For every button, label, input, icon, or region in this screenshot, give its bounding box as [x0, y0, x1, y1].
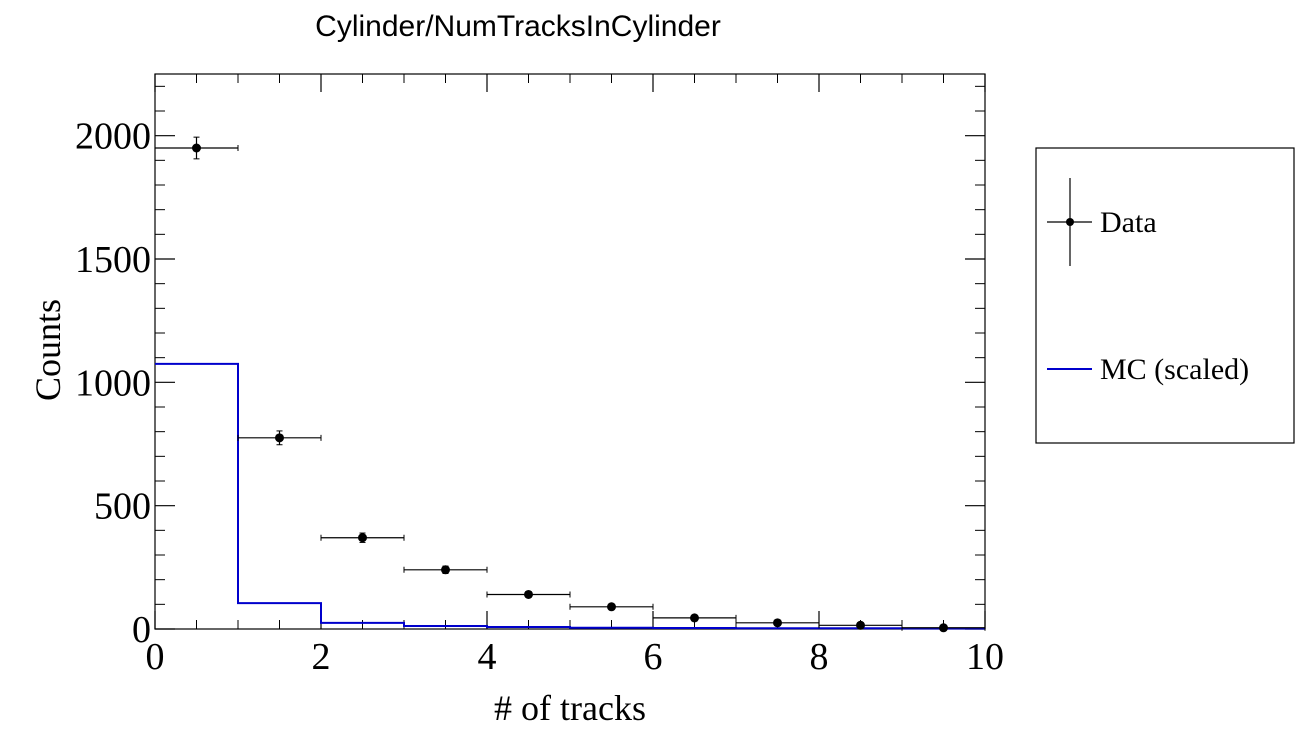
- data-marker: [939, 623, 948, 633]
- data-marker: [690, 613, 699, 623]
- data-point: [652, 613, 737, 623]
- data-marker: [441, 565, 450, 575]
- y-tick-label: 0: [132, 609, 151, 651]
- data-point: [320, 532, 405, 543]
- x-tick-label: 6: [644, 636, 663, 678]
- data-point: [237, 430, 322, 446]
- x-axis-title: # of tracks: [494, 688, 646, 728]
- legend-box: [1035, 147, 1295, 444]
- data-marker: [192, 143, 201, 153]
- data-marker: [773, 618, 782, 628]
- legend-mc-label: MC (scaled): [1100, 353, 1249, 386]
- y-tick-label: 500: [94, 486, 151, 528]
- x-tick-label: 10: [966, 636, 1004, 678]
- y-tick-label: 2000: [75, 116, 151, 158]
- x-axis: 0 2 4 6 8 10: [146, 74, 1004, 678]
- legend-data-marker-dot: [1066, 218, 1074, 226]
- legend: Data MC (scaled): [1035, 147, 1295, 444]
- x-tick-label: 4: [478, 636, 497, 678]
- y-axis: 0 500 1000 1500 2000: [75, 85, 985, 651]
- mc-step-line: [155, 362, 985, 630]
- y-axis-title: Counts: [28, 299, 68, 401]
- x-tick-label: 8: [810, 636, 829, 678]
- data-marker: [856, 620, 865, 630]
- data-point: [735, 618, 820, 628]
- data-marker: [607, 602, 616, 612]
- legend-entry-data: Data: [1047, 178, 1157, 266]
- data-marker: [275, 433, 284, 443]
- legend-entry-mc: MC (scaled): [1047, 353, 1249, 386]
- chart-title: Cylinder/NumTracksInCylinder: [315, 10, 721, 43]
- x-tick-label: 2: [312, 636, 331, 678]
- plot-frame: [154, 73, 986, 630]
- y-tick-label: 1500: [75, 239, 151, 281]
- data-point: [154, 136, 239, 160]
- legend-data-label: Data: [1100, 206, 1157, 239]
- data-point: [569, 602, 654, 612]
- data-point: [901, 623, 986, 633]
- data-marker: [358, 533, 367, 543]
- mc-series: [155, 362, 985, 630]
- data-point: [486, 589, 571, 599]
- y-tick-label: 1000: [75, 362, 151, 404]
- data-point: [818, 620, 903, 630]
- x-tick-label: 0: [146, 636, 165, 678]
- data-series: [154, 136, 986, 633]
- data-marker: [524, 589, 533, 599]
- data-point: [403, 565, 488, 575]
